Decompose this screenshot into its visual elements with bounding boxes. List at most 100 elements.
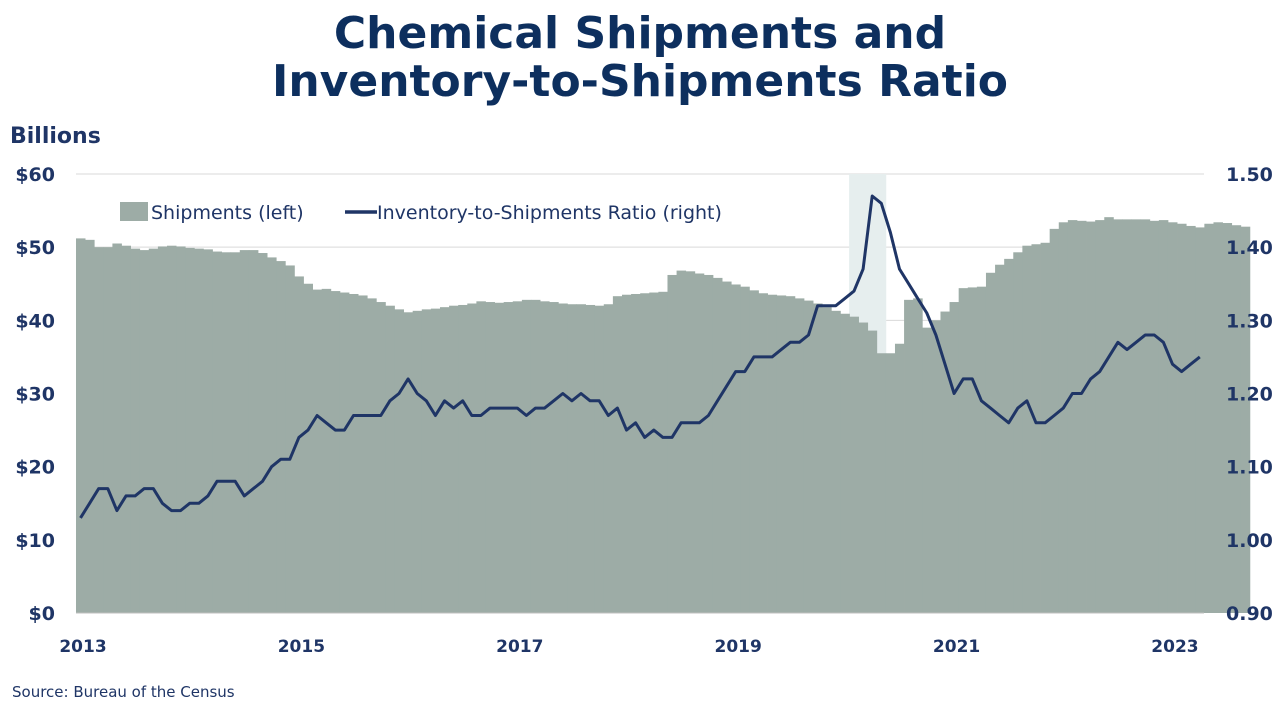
shipments-bar [367, 298, 377, 613]
shipments-bar [85, 239, 95, 613]
shipments-bar [876, 353, 887, 613]
shipments-bar [221, 252, 232, 613]
shipments-bar [348, 293, 359, 613]
shipments-bar [667, 274, 677, 613]
right-axis-tick-label: 1.00 [1226, 530, 1273, 552]
shipments-bar [803, 300, 814, 613]
shipments-bar [76, 238, 86, 614]
shipments-bar [121, 245, 131, 613]
shipments-bar [1177, 223, 1187, 613]
shipments-bar [1231, 225, 1242, 613]
x-axis-tick-label: 2013 [59, 637, 106, 657]
shipments-bar [339, 292, 350, 613]
shipments-bar [985, 272, 996, 613]
shipments-bar [376, 302, 386, 613]
chart-title-line-1: Chemical Shipments and [333, 8, 947, 59]
shipments-bar [530, 299, 541, 613]
shipments-bar [612, 296, 623, 613]
axes: $0 $10 $20 $30 $40 $50 $60 0.90 1.00 1.10 1.20 1.30… [15, 164, 1273, 657]
shipments-bar [567, 304, 577, 613]
shipments-bar [1149, 220, 1160, 613]
shipments-bar [212, 251, 222, 613]
shipments-bar [995, 264, 1005, 613]
shipments-bar [576, 304, 586, 613]
left-axis-tick-label: $20 [15, 457, 55, 479]
ratio-line-series [79, 194, 1201, 519]
shipments-bar [285, 265, 295, 613]
shipments-bar [112, 243, 122, 613]
x-axis-tick-label: 2021 [933, 637, 980, 657]
shipments-bar [558, 303, 568, 613]
shipments-bar [1222, 223, 1233, 613]
shipments-bar [1113, 219, 1123, 613]
shipments-bar [103, 247, 113, 613]
shipments-bar [1058, 222, 1069, 614]
shipments-bar [676, 270, 687, 613]
shipments-bar [594, 305, 605, 613]
shipments-bar [503, 302, 514, 613]
shipments-bar [485, 302, 495, 613]
shipments-bar [1240, 226, 1251, 613]
shipments-bar [303, 283, 313, 613]
left-axis-tick-label: $50 [15, 237, 55, 259]
shipments-bar [858, 322, 869, 613]
shipments-bar [640, 293, 650, 613]
shipments-bar [749, 290, 759, 613]
shipments-bar [294, 276, 304, 613]
shipments-bar [358, 295, 368, 613]
shipments-bar [267, 257, 277, 613]
shipments-bar [1186, 225, 1196, 613]
shipments-bar [230, 252, 241, 613]
right-axis-tick-label: 1.30 [1226, 310, 1273, 332]
shipments-bar [967, 287, 978, 613]
shipments-bar [767, 294, 778, 613]
shipments-bar [403, 312, 414, 613]
x-axis-tick-label: 2015 [278, 637, 325, 657]
source-note: Source: Bureau of the Census [12, 683, 235, 701]
shipments-bar [785, 296, 796, 613]
shipments-bar [1213, 222, 1223, 614]
x-axis-tick-label: 2017 [496, 637, 543, 657]
shipments-bar [1158, 220, 1169, 613]
chart-title: Chemical Shipments and Inventory-to-Ship… [0, 10, 1280, 106]
shipments-bar [885, 353, 896, 613]
shipments-bar [130, 248, 141, 613]
shipments-bar [385, 305, 395, 613]
shipments-bar [1095, 220, 1105, 613]
shipments-bar [166, 245, 177, 613]
left-axis-tick-label: $30 [15, 384, 55, 406]
x-axis-tick-label: 2019 [715, 637, 762, 657]
shipments-bar [1040, 242, 1051, 613]
shipments-bar [330, 291, 341, 613]
shipments-bar [467, 303, 477, 613]
shipments-bar [321, 288, 332, 613]
shipments-bar [894, 343, 905, 613]
shipments-bar [94, 247, 104, 613]
shipments-bar [439, 307, 450, 613]
shipments-bar [922, 327, 932, 613]
shipments-bar [731, 284, 741, 613]
shipments-bar [540, 301, 550, 613]
shipments-bar [421, 309, 432, 613]
shipments-bar [176, 246, 186, 613]
shipments-bar [1067, 220, 1078, 613]
shipments-bar [430, 308, 441, 613]
shipments-bar [521, 299, 532, 613]
shipments-bar [913, 298, 923, 613]
shipments-bar [185, 247, 195, 614]
shipments-bar [257, 253, 268, 613]
left-axis-tick-label: $60 [15, 164, 55, 186]
shipments-bar [940, 311, 950, 613]
shipments-bar [394, 309, 404, 613]
shipments-bar [458, 304, 468, 613]
shipments-bar [867, 330, 878, 613]
right-axis-tick-label: 0.90 [1226, 603, 1273, 625]
shipments-bar [685, 271, 696, 613]
shipments-bar [1140, 219, 1151, 613]
shipments-bar [1167, 222, 1178, 614]
shipments-bar [712, 277, 723, 613]
legend-label-shipments: Shipments (left) [151, 202, 304, 224]
shipments-bar [139, 250, 150, 614]
ratio-line [79, 194, 1201, 519]
legend-label-ratio: Inventory-to-Shipments Ratio (right) [377, 202, 722, 224]
